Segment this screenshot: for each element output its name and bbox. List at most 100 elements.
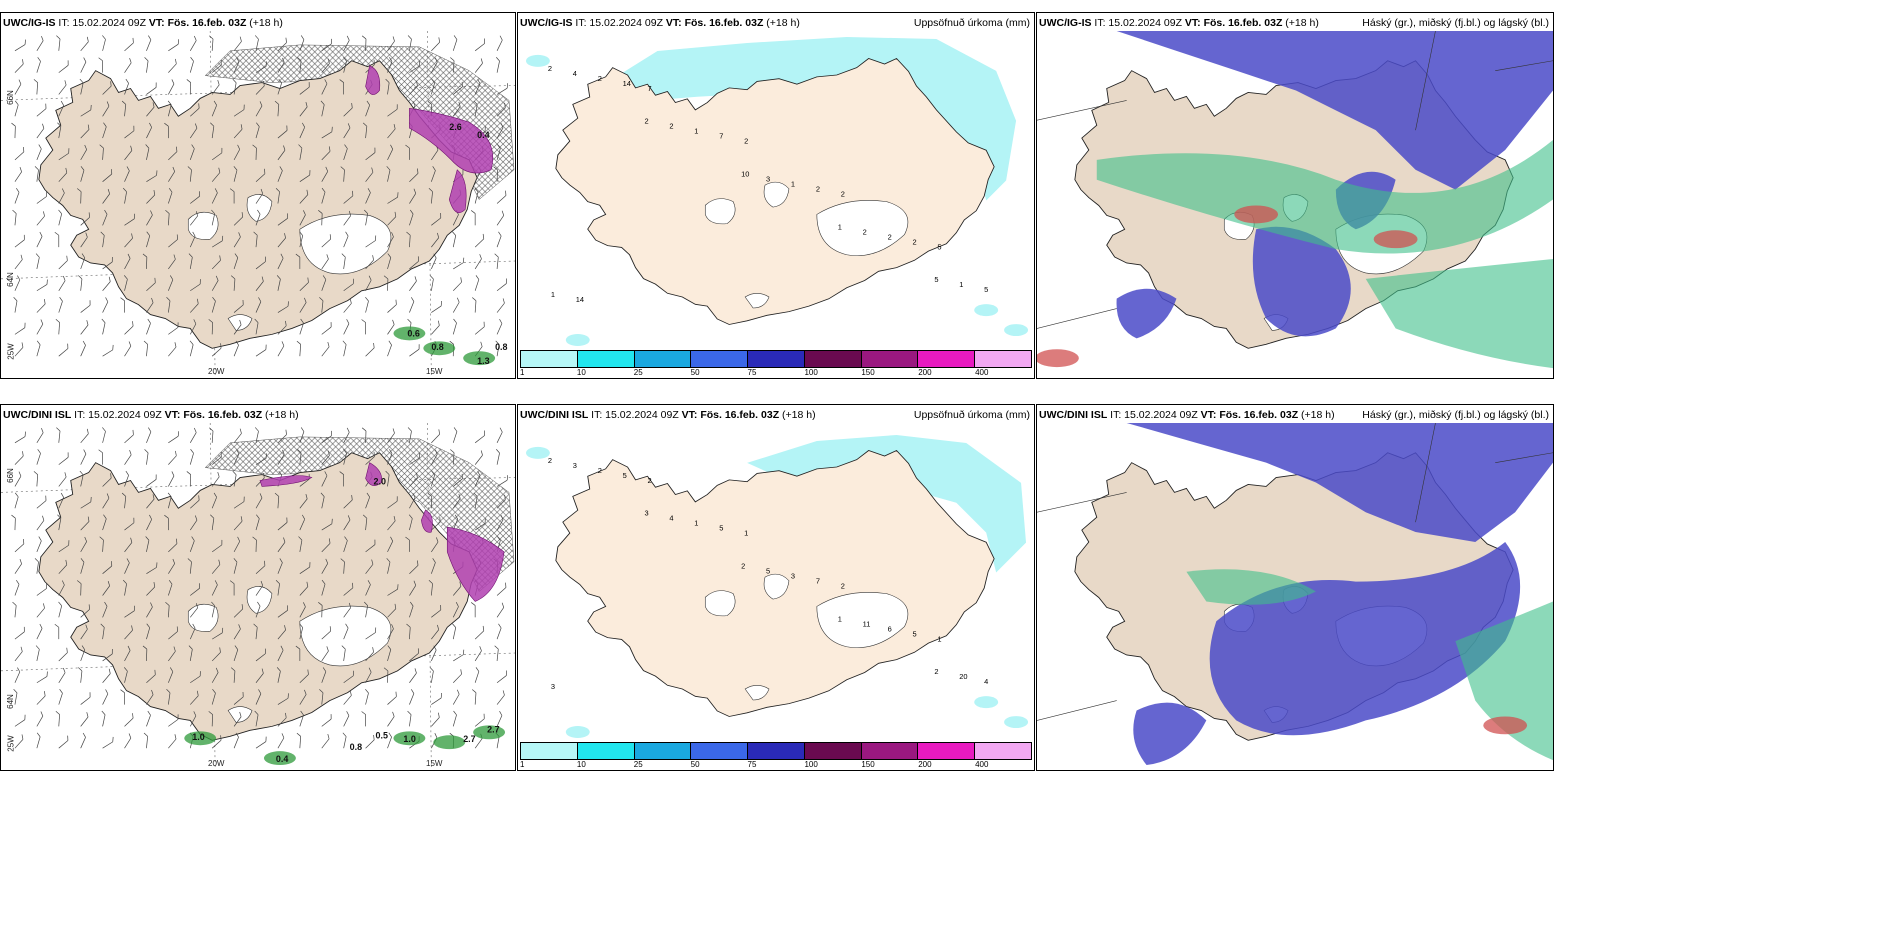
panel-header: UWC/IG-IS IT: 15.02.2024 09Z VT: Fös. 16… (520, 17, 1030, 33)
wind-barb (36, 449, 41, 465)
wind-barb (365, 667, 372, 683)
wind-barb (321, 234, 331, 248)
wind-barb (124, 145, 133, 161)
wind-barb (211, 667, 219, 683)
wind-barb (496, 515, 504, 531)
wind-barb (340, 166, 345, 182)
precip-blob-green (393, 326, 426, 341)
wind-barb (387, 319, 395, 335)
wind-barb (365, 539, 376, 553)
wind-barb (57, 122, 62, 139)
lon-label-20w: 20W (208, 367, 225, 376)
wind-barb (99, 536, 104, 552)
wind-barb (343, 515, 351, 531)
wind-barb (58, 735, 69, 749)
glacier (187, 211, 219, 240)
wind-barb (452, 602, 459, 618)
precip-value-label: 2 (934, 667, 938, 676)
precip-value-label: 2 (598, 74, 602, 83)
wind-barb (321, 518, 333, 531)
wind-barb (124, 645, 131, 662)
wind-barb (168, 58, 177, 73)
wind-barb (189, 623, 196, 640)
wind-barb (255, 276, 264, 291)
wind-barb (80, 300, 91, 313)
wind-barb (450, 449, 455, 465)
wind-barb (14, 667, 21, 683)
wind-barb (343, 536, 348, 552)
precip-value-label: 5 (766, 567, 770, 576)
wind-barb (146, 35, 152, 51)
wind-barb (431, 429, 440, 444)
wind-barb (409, 560, 419, 574)
wind-barb (321, 538, 331, 553)
colorbar-swatch (861, 351, 919, 367)
wind-barb (36, 231, 43, 248)
precip-value-label: 11 (863, 619, 871, 628)
wind-barb (144, 449, 149, 465)
precip-value-label: 6 (888, 624, 892, 633)
wind-barb (431, 645, 437, 662)
wind-barb (299, 427, 305, 443)
wind-barb (429, 275, 434, 291)
wind-barb (189, 144, 195, 161)
wind-barb (387, 449, 393, 465)
wind-barb (277, 625, 286, 640)
wind-barb (58, 472, 67, 487)
wind-barb (431, 712, 440, 727)
wind-barb (430, 470, 435, 487)
wind-barb (189, 57, 194, 73)
wind-barb (124, 253, 131, 270)
wind-barb (409, 648, 419, 662)
wind-barb (80, 166, 85, 182)
wind-barb (277, 320, 287, 335)
wind-barb (299, 581, 309, 596)
precip-blob-green (433, 735, 466, 750)
wind-barb (58, 296, 63, 313)
wind-barb (387, 253, 392, 270)
wind-barb (474, 233, 485, 248)
panel-title: Háský (gr.), miðský (fj.bl.) og lágský (… (1362, 17, 1549, 29)
model-name: UWC/DINI ISL (3, 409, 72, 421)
wind-barb (211, 471, 220, 487)
wind-barb (146, 474, 157, 487)
wind-barb (102, 427, 106, 443)
wind-barb (275, 579, 280, 596)
wind-barb (80, 144, 87, 161)
wind-barb (164, 122, 169, 139)
wind-barb (14, 734, 24, 749)
wind-barb (431, 320, 440, 335)
wind-barb (474, 38, 485, 52)
wind-barb (405, 536, 410, 552)
wind-barb (452, 689, 460, 705)
wind-barb (58, 580, 65, 596)
wind-barb (168, 626, 178, 640)
wind-barb (102, 581, 110, 596)
wind-barb (211, 167, 221, 182)
wind-barb (494, 645, 499, 661)
wind-barb (387, 104, 398, 117)
wind-barb (431, 537, 439, 553)
wind-barb (277, 429, 287, 444)
wind-barb (255, 209, 261, 226)
low-cloud-area (1483, 716, 1528, 735)
wind-barb (189, 427, 197, 444)
wind-barb (365, 296, 369, 313)
wind-barb (318, 210, 323, 226)
wind-barb (431, 624, 440, 640)
wind-barb (58, 688, 63, 705)
wind-barb (409, 493, 416, 509)
wind-barb (123, 667, 128, 683)
wind-barb (408, 514, 413, 531)
wind-barb (166, 297, 171, 313)
wind-barb (299, 170, 311, 182)
wind-barb (80, 212, 90, 226)
wind-barb (124, 605, 136, 618)
wind-barb (496, 623, 502, 640)
wind-barb (102, 561, 113, 574)
precip-blob-green (463, 351, 496, 366)
wind-barb (230, 667, 236, 683)
wind-barb (80, 645, 86, 662)
wind-barb (58, 275, 66, 291)
wind-barb (495, 340, 500, 357)
